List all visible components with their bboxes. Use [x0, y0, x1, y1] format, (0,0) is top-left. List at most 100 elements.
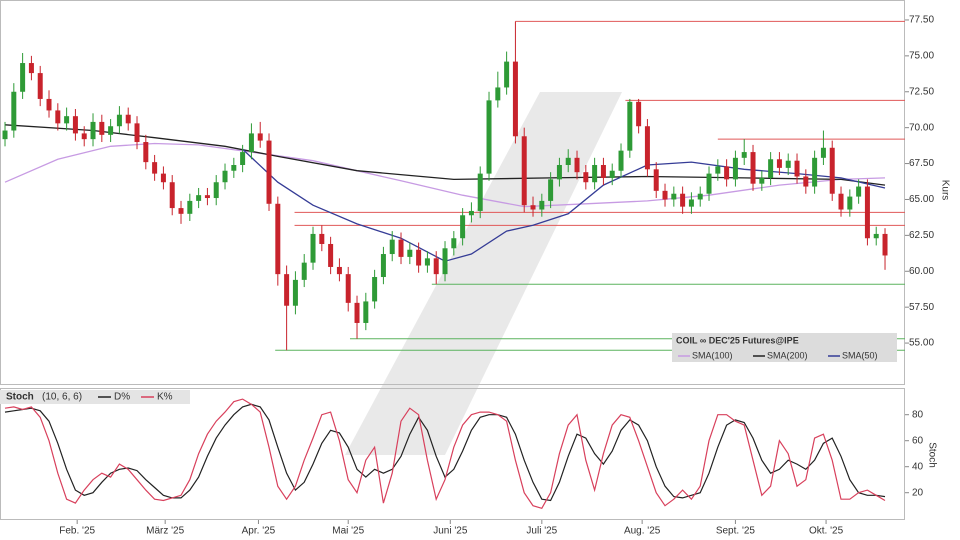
x-tick-label: Juni '25 — [433, 526, 468, 537]
y-tick-label: 77.50 — [909, 15, 934, 26]
stoch-axis-title: Stoch — [926, 442, 937, 468]
candle-body — [231, 165, 237, 171]
stoch-line — [4, 398, 886, 510]
y-tick-label: 65.00 — [909, 194, 934, 205]
candle-body — [504, 61, 510, 88]
candle-body — [820, 147, 826, 158]
y-axis-title: Kurs — [939, 180, 950, 201]
candle-body — [460, 215, 466, 239]
candle-body — [301, 262, 307, 280]
candle-body — [451, 238, 457, 249]
candle-body — [706, 173, 712, 194]
candle-body — [363, 301, 369, 323]
x-tick-label: Juli '25 — [526, 526, 557, 537]
candle-body — [468, 210, 474, 216]
candle-body — [37, 73, 43, 99]
candle-body — [873, 233, 879, 239]
candle-body — [688, 199, 694, 207]
candle-body — [803, 176, 809, 187]
candle-body — [213, 182, 219, 199]
candle-body — [653, 169, 659, 191]
candle-body — [512, 61, 518, 137]
candle-body — [486, 100, 492, 174]
candle-body — [838, 193, 844, 210]
candle-body — [618, 150, 624, 171]
x-tick-label: Mai '25 — [332, 526, 364, 537]
candle-body — [565, 157, 571, 165]
y-tick-label: 60 — [912, 435, 924, 446]
candle-body — [776, 159, 782, 168]
candle-body — [829, 147, 835, 194]
candle-body — [125, 114, 131, 124]
candle-body — [248, 133, 254, 153]
candle-body — [662, 190, 668, 200]
candle-body — [222, 170, 228, 183]
stoch-line — [4, 403, 886, 502]
candle-body — [275, 203, 281, 275]
candle-body — [768, 159, 774, 178]
candle-body — [759, 177, 765, 184]
candle-body — [574, 157, 580, 173]
stoch-title: Stoch — [6, 392, 34, 403]
candle-body — [134, 123, 140, 143]
y-tick-label: 62.50 — [909, 230, 934, 241]
candle-body — [389, 239, 395, 255]
candle-body — [336, 266, 342, 275]
candle-body — [284, 274, 290, 306]
candle-body — [864, 186, 870, 239]
x-tick-label: Okt. '25 — [809, 526, 844, 537]
candle-body — [556, 165, 562, 180]
y-tick-label: 80 — [912, 409, 924, 420]
stoch-legend-box — [0, 390, 190, 404]
candle-body — [319, 233, 325, 244]
candle-body — [671, 193, 677, 200]
candle-body — [64, 116, 70, 124]
candle-body — [592, 165, 598, 183]
candle-body — [600, 165, 606, 178]
candle-body — [292, 279, 298, 306]
candle-body — [442, 248, 448, 275]
legend-label: SMA(50) — [842, 350, 878, 360]
candle-body — [152, 162, 158, 174]
instrument-label: COIL ∞ DEC'25 Futures@IPE — [676, 335, 799, 345]
y-tick-label: 70.00 — [909, 122, 934, 133]
label-layer: COIL ∞ DEC'25 Futures@IPE Stoch (10, 6, … — [6, 15, 950, 537]
candle-body — [2, 130, 8, 140]
moving-average — [242, 148, 886, 262]
candle-body — [99, 121, 105, 135]
candle-body — [548, 179, 554, 201]
candle-body — [108, 126, 114, 135]
candle-body — [407, 249, 413, 257]
legend-label: SMA(100) — [692, 350, 733, 360]
candle-body — [495, 87, 501, 101]
candle-body — [372, 277, 378, 302]
candle-body — [196, 195, 202, 201]
y-tick-label: 40 — [912, 461, 924, 472]
candle-body — [72, 116, 78, 134]
candle-body — [433, 258, 439, 275]
price-legend-box — [672, 333, 897, 362]
candle-body — [416, 249, 422, 266]
candle-body — [310, 233, 316, 263]
candle-body — [11, 91, 17, 131]
y-tick-label: 72.50 — [909, 86, 934, 97]
candle-body — [20, 63, 26, 92]
candle-body — [644, 126, 650, 170]
legend-label: K% — [157, 392, 173, 403]
legend-label: D% — [114, 392, 130, 403]
y-tick-label: 55.00 — [909, 338, 934, 349]
candle-body — [680, 193, 686, 207]
candle-body — [28, 63, 34, 74]
candle-body — [724, 166, 730, 180]
candle-body — [627, 101, 633, 151]
candle-body — [169, 182, 175, 209]
candle-body — [240, 152, 246, 165]
stoch-params: (10, 6, 6) — [42, 392, 82, 403]
candle-body — [636, 101, 642, 127]
x-tick-label: Aug. '25 — [624, 526, 661, 537]
candle-body — [882, 233, 888, 256]
candle-body — [741, 152, 747, 158]
candle-body — [697, 193, 703, 200]
candle-body — [90, 121, 96, 140]
